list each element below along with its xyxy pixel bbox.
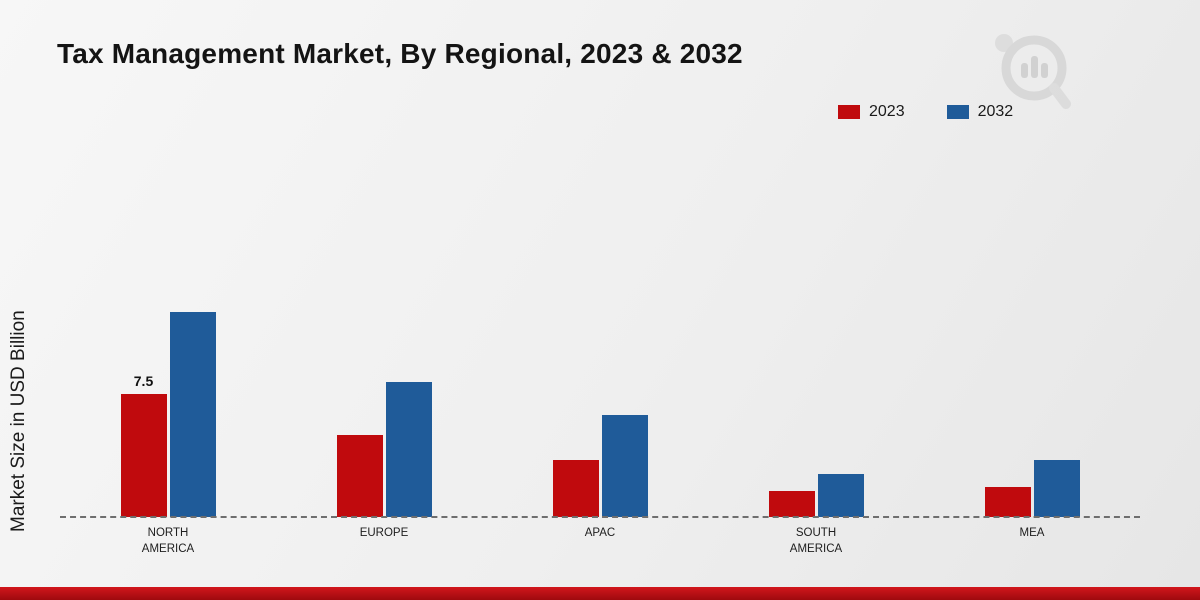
bar-2032-south-america — [817, 474, 864, 517]
bar-group-south-america — [708, 287, 924, 517]
category-label-mea: MEA — [1019, 527, 1045, 539]
bar-2023-north-america: 7.5 — [120, 373, 167, 517]
bar-2032-north-america — [169, 312, 216, 517]
category-axis: NORTH AMERICA EUROPE APAC SOUTH AMERICA MEA — [60, 526, 1140, 557]
bar-group-apac — [492, 287, 708, 517]
bar-group-europe — [276, 287, 492, 517]
legend-swatch-2023 — [838, 105, 860, 119]
y-axis-label: Market Size in USD Billion — [8, 310, 29, 532]
footer-accent-bar — [0, 587, 1200, 600]
legend: 2023 2032 — [838, 103, 1013, 121]
bar-2032-mea — [1033, 460, 1080, 517]
bar-2023-apac — [552, 460, 599, 517]
bar-group-north-america: 7.5 — [60, 287, 276, 517]
bar-group-mea — [924, 287, 1140, 517]
plot-area: 7.5 — [60, 287, 1140, 517]
category-label-apac: APAC — [584, 527, 616, 539]
legend-label-2023: 2023 — [869, 103, 905, 120]
legend-label-2032: 2032 — [977, 103, 1014, 120]
bar-2023-mea — [984, 487, 1031, 517]
zero-baseline — [60, 516, 1140, 518]
category-label-north-america: NORTH AMERICA — [141, 527, 195, 555]
bar-2032-europe — [385, 382, 432, 517]
category-label-south-america: SOUTH AMERICA — [789, 527, 843, 555]
chart-title: Tax Management Market, By Regional, 2023… — [57, 38, 743, 69]
legend-item-2023: 2023 — [838, 103, 905, 121]
category-label-europe: EUROPE — [359, 527, 409, 539]
bar-2032-apac — [601, 415, 648, 517]
legend-swatch-2032 — [946, 105, 969, 119]
bar-value-label-north-america-2023: 7.5 — [133, 373, 154, 389]
bar-chart-magnifier-logo — [990, 30, 1074, 119]
bar-2023-south-america — [768, 491, 815, 517]
legend-item-2032: 2032 — [946, 103, 1014, 121]
bar-2023-europe — [336, 435, 383, 517]
